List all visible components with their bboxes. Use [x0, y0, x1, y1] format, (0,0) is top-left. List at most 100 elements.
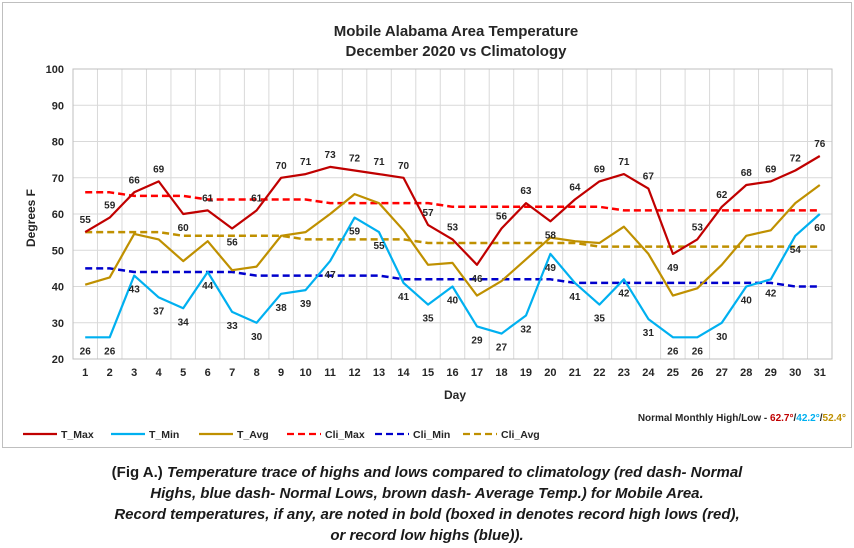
x-tick-label: 12: [348, 367, 360, 379]
x-tick-label: 1: [82, 367, 88, 379]
x-tick-label: 2: [107, 367, 113, 379]
x-tick-label: 16: [446, 367, 458, 379]
x-tick-label: 20: [544, 367, 556, 379]
x-tick-label: 14: [397, 367, 410, 379]
series-line-t-min: [85, 213, 821, 339]
y-tick-label: 70: [52, 173, 64, 185]
normal-high-value: 62.7°: [770, 413, 793, 424]
figure-caption: (Fig A.) Temperature trace of highs and …: [20, 462, 834, 546]
data-label-t-min: 26: [692, 346, 704, 357]
normals-separator: /: [820, 413, 823, 424]
data-label-t-min: 34: [178, 317, 190, 328]
data-label-t-max: 60: [178, 223, 190, 234]
data-label-t-max: 72: [349, 154, 361, 165]
chart-title-line1: Mobile Alabama Area Temperature: [334, 23, 579, 40]
y-axis-label: Degrees F: [24, 189, 38, 247]
data-label-t-min: 37: [153, 306, 165, 317]
data-label-t-min: 31: [643, 328, 655, 339]
normals-label: Normal Monthly High/Low -: [638, 413, 770, 424]
data-label-t-min: 55: [373, 241, 385, 252]
y-tick-labels: 20 30 40 50 60 70 80 90 100: [46, 64, 64, 366]
data-label-t-min: 40: [741, 296, 753, 307]
y-tick-label: 90: [52, 100, 64, 112]
x-tick-label: 25: [667, 367, 679, 379]
data-label-t-min: 26: [104, 346, 116, 357]
chart-title-line2: December 2020 vs Climatology: [346, 43, 568, 60]
y-tick-label: 20: [52, 354, 64, 366]
x-tick-label: 7: [229, 367, 235, 379]
legend-label: Cli_Max: [325, 429, 365, 441]
x-tick-label: 27: [716, 367, 728, 379]
series-line-cli-avg: [85, 230, 820, 248]
data-label-t-max: 71: [300, 157, 312, 168]
x-tick-label: 22: [593, 367, 605, 379]
data-label-t-min: 60: [814, 223, 826, 234]
caption-text: Highs, blue dash- Normal Lows, brown das…: [150, 485, 704, 502]
data-label-t-max: 62: [716, 190, 728, 201]
series-lines: [84, 155, 821, 339]
x-tick-label: 9: [278, 367, 284, 379]
x-tick-label: 10: [299, 367, 311, 379]
x-axis-label: Day: [444, 388, 466, 402]
caption-text: Record temperatures, if any, are noted i…: [114, 506, 740, 523]
legend-label: Cli_Min: [413, 429, 450, 441]
x-tick-label: 11: [324, 367, 336, 379]
series-line-t-avg: [84, 184, 821, 297]
data-label-t-max: 64: [569, 183, 581, 194]
data-label-t-max: 53: [447, 222, 459, 233]
data-label-t-min: 35: [422, 314, 434, 325]
data-label-t-max: 72: [790, 154, 802, 165]
data-label-t-min: 39: [300, 299, 312, 310]
data-label-t-max: 57: [422, 208, 434, 219]
data-label-t-max: 56: [496, 212, 508, 223]
x-tick-label: 5: [180, 367, 186, 379]
data-label-t-max: 68: [741, 168, 753, 179]
data-label-t-max: 56: [227, 238, 239, 249]
y-tick-label: 80: [52, 137, 64, 149]
data-label-t-min: 32: [520, 325, 532, 336]
y-tick-label: 100: [46, 64, 64, 76]
data-label-t-max: 67: [643, 172, 655, 183]
caption-line: (Fig A.) Temperature trace of highs and …: [20, 462, 834, 483]
y-tick-label: 50: [52, 245, 64, 257]
data-label-t-min: 30: [716, 332, 728, 343]
data-label-t-max: 63: [520, 186, 532, 197]
x-tick-label: 6: [205, 367, 211, 379]
data-label-t-max: 46: [471, 274, 483, 285]
normals-note: Normal Monthly High/Low - 62.7°/42.2°/52…: [638, 413, 846, 424]
data-label-t-min: 35: [594, 314, 606, 325]
caption-line: or record low highs (blue)).: [20, 525, 834, 546]
legend-label: T_Min: [149, 429, 179, 441]
data-label-t-max: 71: [618, 157, 630, 168]
y-tick-label: 60: [52, 209, 64, 221]
data-label-t-min: 44: [202, 281, 214, 292]
legend-label: T_Max: [61, 429, 94, 441]
data-label-t-min: 27: [496, 343, 508, 354]
data-label-t-min: 42: [765, 288, 777, 299]
x-tick-label: 15: [422, 367, 434, 379]
x-tick-label: 19: [520, 367, 532, 379]
data-label-t-min: 38: [276, 303, 288, 314]
x-tick-label: 31: [814, 367, 826, 379]
normal-low-value: 42.2°: [796, 413, 819, 424]
series-line-cli-max: [85, 191, 820, 212]
legend-label: T_Avg: [237, 429, 269, 441]
data-label-t-min: 40: [447, 296, 459, 307]
caption-line: Highs, blue dash- Normal Lows, brown das…: [20, 483, 834, 504]
data-label-t-max: 71: [373, 157, 385, 168]
data-label-t-max: 58: [545, 230, 557, 241]
x-tick-label: 8: [254, 367, 260, 379]
data-label-t-min: 26: [80, 346, 92, 357]
data-label-t-max: 69: [153, 164, 165, 175]
data-label-t-min: 59: [349, 227, 361, 238]
data-label-t-max: 70: [276, 161, 288, 172]
caption-line: Record temperatures, if any, are noted i…: [20, 504, 834, 525]
chart-frame: Mobile Alabama Area Temperature December…: [2, 2, 852, 448]
data-label-t-max: 61: [202, 193, 214, 204]
normal-avg-value: 52.4°: [823, 413, 846, 424]
caption-text: Temperature trace of highs and lows comp…: [166, 464, 743, 481]
y-tick-label: 30: [52, 318, 64, 330]
caption-text: or record low highs (blue)).: [330, 527, 524, 544]
data-label-t-min: 30: [251, 332, 263, 343]
x-tick-label: 26: [691, 367, 703, 379]
